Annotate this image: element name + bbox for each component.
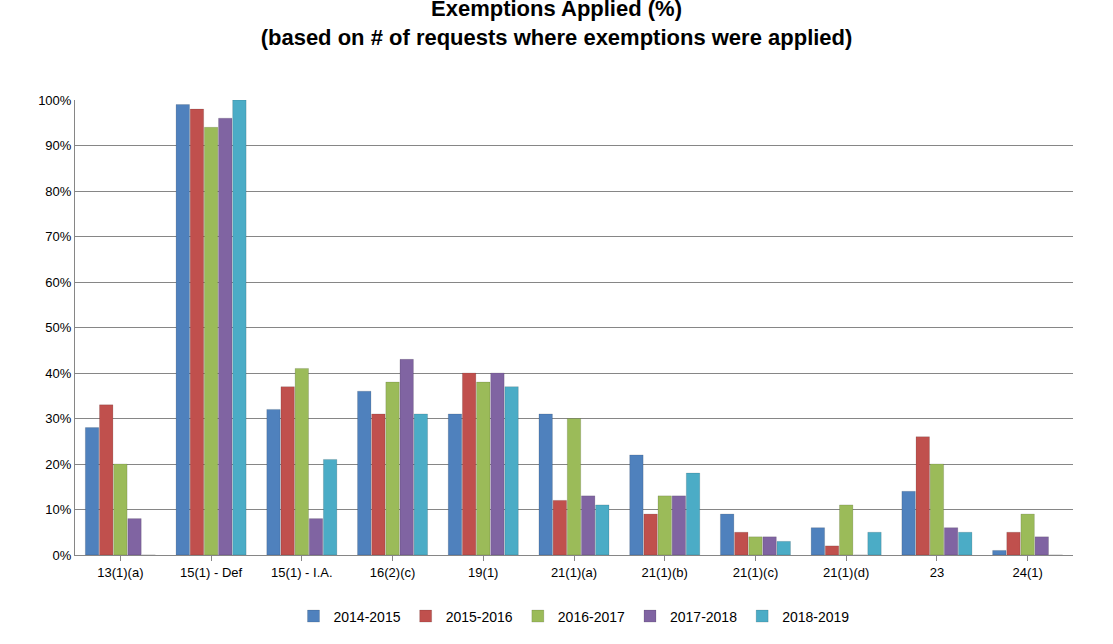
svg-text:30%: 30% bbox=[45, 411, 71, 426]
svg-text:2015-2016: 2015-2016 bbox=[446, 609, 513, 625]
svg-text:2014-2015: 2014-2015 bbox=[334, 609, 401, 625]
svg-text:20%: 20% bbox=[45, 457, 71, 472]
svg-text:2018-2019: 2018-2019 bbox=[782, 609, 849, 625]
svg-text:50%: 50% bbox=[45, 320, 71, 335]
svg-text:2017-2018: 2017-2018 bbox=[670, 609, 737, 625]
svg-text:90%: 90% bbox=[45, 138, 71, 153]
svg-text:13(1)(a): 13(1)(a) bbox=[97, 565, 143, 580]
svg-text:21(1)(a): 21(1)(a) bbox=[551, 565, 597, 580]
svg-text:21(1)(d): 21(1)(d) bbox=[823, 565, 869, 580]
svg-text:70%: 70% bbox=[45, 229, 71, 244]
svg-text:21(1)(b): 21(1)(b) bbox=[642, 565, 688, 580]
svg-text:100%: 100% bbox=[38, 93, 72, 108]
svg-text:0%: 0% bbox=[53, 548, 72, 563]
svg-text:40%: 40% bbox=[45, 366, 71, 381]
svg-text:10%: 10% bbox=[45, 502, 71, 517]
svg-text:80%: 80% bbox=[45, 184, 71, 199]
svg-text:60%: 60% bbox=[45, 275, 71, 290]
svg-text:Exemptions Applied (%)(based o: Exemptions Applied (%)(based on # of req… bbox=[261, 0, 853, 50]
svg-text:16(2)(c): 16(2)(c) bbox=[370, 565, 416, 580]
svg-text:24(1): 24(1) bbox=[1012, 565, 1042, 580]
svg-text:19(1): 19(1) bbox=[468, 565, 498, 580]
svg-text:23: 23 bbox=[930, 565, 944, 580]
svg-text:21(1)(c): 21(1)(c) bbox=[733, 565, 779, 580]
svg-text:15(1) - Def: 15(1) - Def bbox=[180, 565, 243, 580]
svg-text:2016-2017: 2016-2017 bbox=[558, 609, 625, 625]
svg-text:15(1) - I.A.: 15(1) - I.A. bbox=[271, 565, 332, 580]
